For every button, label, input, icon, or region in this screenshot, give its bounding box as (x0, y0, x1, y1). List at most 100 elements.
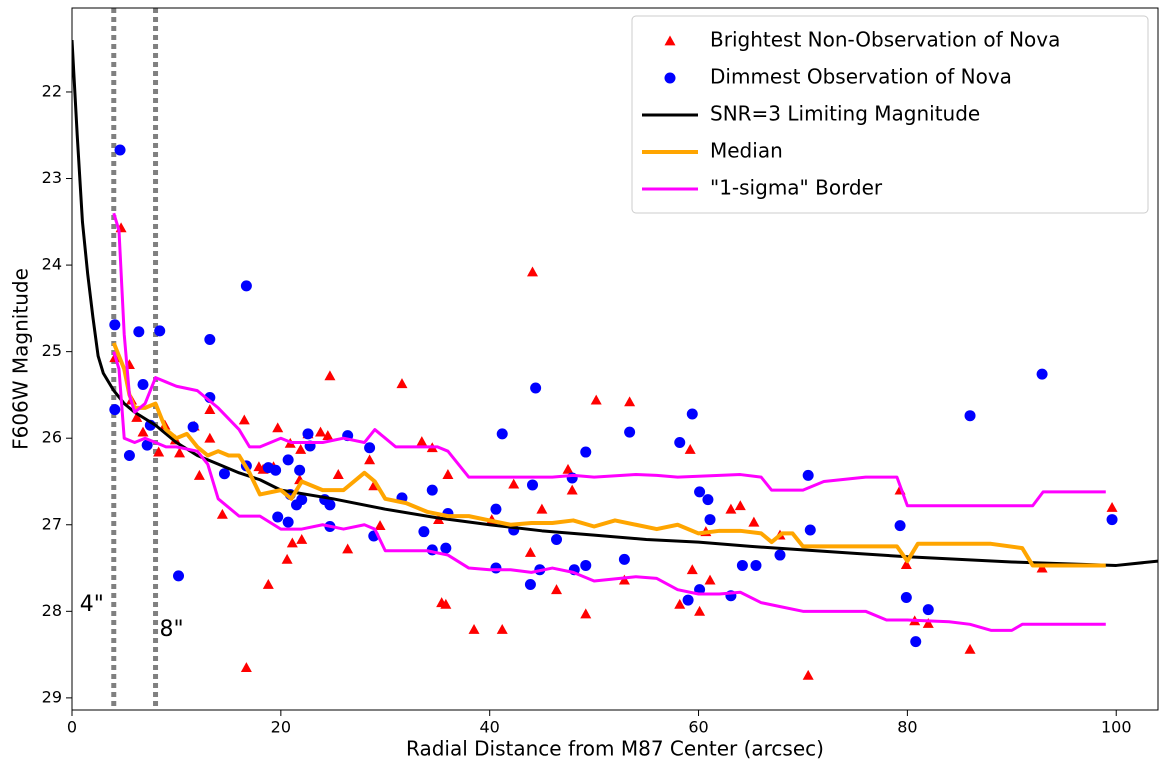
triangle-point (442, 469, 454, 479)
triangle-point (322, 430, 334, 441)
x-tick-label: 100 (1101, 718, 1132, 737)
circle-point (580, 446, 592, 458)
circle-point (551, 533, 563, 545)
circle-point (490, 503, 502, 515)
triangle-point (527, 266, 539, 277)
triangle-point (342, 543, 354, 554)
triangle-point (496, 623, 508, 634)
circle-point (302, 428, 314, 440)
circle-point (774, 549, 786, 561)
triangle-point (508, 478, 520, 489)
triangle-point (802, 669, 814, 680)
circle-point (686, 408, 698, 420)
plot-area (72, 8, 1158, 710)
circle-point (496, 428, 508, 440)
triangle-point (580, 608, 592, 619)
circle-point (204, 334, 216, 346)
legend-label: "1-sigma" Border (710, 176, 883, 200)
triangle-point (153, 446, 165, 457)
reference-label: 8" (160, 617, 184, 642)
circle-point (702, 494, 714, 506)
y-tick-label: 23 (42, 168, 62, 187)
triangle-point (272, 422, 284, 433)
triangle-point (324, 370, 336, 381)
triangle-point (748, 516, 760, 527)
circle-point (618, 553, 630, 565)
triangle-point (922, 617, 934, 628)
triangle-point (964, 643, 976, 654)
legend-label: Median (710, 139, 783, 163)
triangle-point (590, 394, 602, 405)
legend-swatch (664, 35, 676, 46)
circle-point (910, 636, 922, 648)
circle-point (240, 280, 252, 292)
legend-box (631, 15, 1149, 214)
circle-point (109, 319, 121, 331)
x-tick-label: 60 (688, 718, 708, 737)
circle-point (524, 578, 536, 590)
circle-point (324, 499, 336, 511)
circle-point (123, 450, 135, 462)
circle-point (418, 526, 430, 538)
x-tick-label: 80 (897, 718, 917, 737)
circle-point (530, 382, 542, 394)
circle-point (173, 570, 185, 582)
legend-swatch (664, 72, 676, 84)
triangle-point (900, 559, 912, 569)
y-axis-label: F606W Magnitude (9, 268, 33, 450)
triangle-point (566, 484, 578, 495)
triangle-point (734, 500, 746, 511)
legend-label: Dimmest Observation of Nova (710, 65, 1012, 89)
triangle-point (204, 404, 216, 415)
triangle-point (725, 503, 737, 514)
circle-point (804, 524, 816, 536)
triangle-point (694, 605, 706, 616)
circle-point (736, 559, 748, 571)
triangle-point (440, 598, 452, 609)
circle-point (490, 562, 502, 574)
circle-point (694, 486, 706, 498)
y-tick-label: 28 (42, 601, 62, 620)
triangle-point (416, 436, 428, 447)
x-tick-label: 40 (480, 718, 500, 737)
triangle-point (704, 574, 716, 585)
circle-point (133, 326, 145, 338)
triangle-point (551, 584, 563, 595)
triangle-point (396, 378, 408, 389)
triangle-point (1106, 501, 1118, 512)
triangle-point (216, 508, 228, 519)
circle-point (802, 469, 814, 481)
triangle-point (262, 578, 274, 589)
triangle-point (374, 520, 386, 531)
x-tick-label: 20 (271, 718, 291, 737)
circle-point (426, 484, 438, 496)
circle-point (218, 468, 230, 480)
triangle-point (193, 469, 205, 480)
y-tick-label: 25 (42, 341, 62, 360)
line (112, 351, 1106, 632)
circle-point (527, 479, 539, 491)
circle-point (900, 591, 912, 603)
circle-point (364, 442, 376, 454)
plot-frame (71, 7, 1159, 711)
y-tick-label: 29 (42, 687, 62, 706)
y-tick-label: 22 (42, 81, 62, 100)
triangle-point (1036, 562, 1048, 573)
circle-point (682, 594, 694, 606)
line (72, 39, 1158, 567)
circle-point (1036, 368, 1048, 380)
triangle-point (240, 662, 252, 672)
triangle-point (674, 598, 686, 609)
triangle-point (174, 447, 186, 458)
circle-point (750, 559, 762, 571)
y-tick-label: 26 (42, 428, 62, 447)
circle-point (580, 559, 592, 571)
circle-point (187, 421, 199, 433)
y-tick-label: 24 (42, 255, 62, 274)
triangle-point (332, 469, 344, 479)
circle-point (137, 379, 149, 391)
circle-point (272, 511, 284, 523)
circle-point (282, 516, 294, 528)
circle-point (294, 464, 306, 476)
